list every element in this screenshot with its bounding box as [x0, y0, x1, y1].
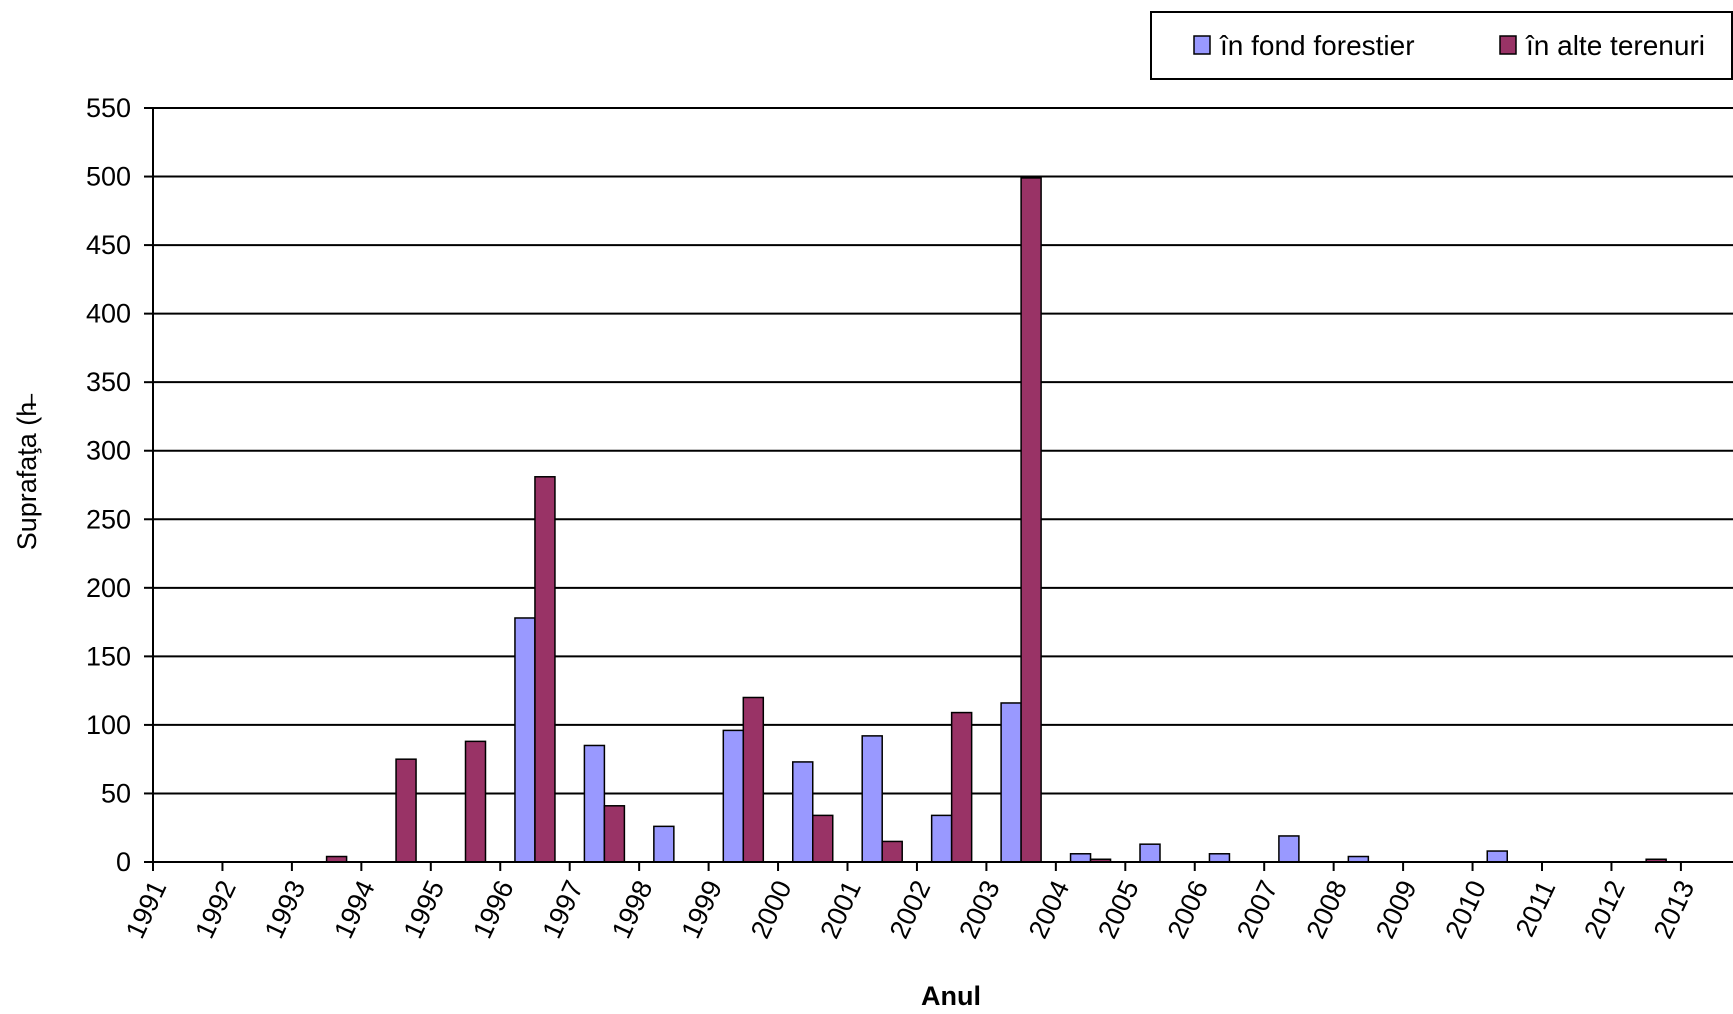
- bar-in-fond-forestier-1999: [722, 729, 745, 863]
- bar-in-alte-terenuri-1995: [464, 740, 487, 863]
- y-tick-label-50: 50: [101, 778, 131, 808]
- bar-in-fond-forestier-2004: [1069, 853, 1092, 863]
- y-tick-label-150: 150: [86, 641, 131, 671]
- legend: în fond forestier în alte terenuri: [1150, 11, 1733, 80]
- x-tick-label-2011: 2011: [1510, 876, 1562, 941]
- x-tick-label-1994: 1994: [328, 876, 381, 943]
- x-tick-label-2000: 2000: [745, 876, 798, 943]
- x-tick-label-1993: 1993: [259, 876, 312, 943]
- bar-in-fond-forestier-1996: [514, 617, 536, 863]
- x-tick-label-2008: 2008: [1301, 876, 1354, 943]
- y-tick-label-250: 250: [86, 504, 131, 534]
- x-tick-label-1995: 1995: [398, 876, 451, 943]
- x-tick-label-2001: 2001: [814, 876, 867, 943]
- bar-in-alte-terenuri-2002: [950, 711, 973, 863]
- x-tick-label-1997: 1997: [537, 876, 590, 943]
- legend-swatch-alte-terenuri: [1499, 35, 1517, 55]
- x-tick-label-1999: 1999: [675, 876, 728, 943]
- x-tick-label-1992: 1992: [189, 876, 242, 943]
- bar-in-fond-forestier-2003: [1000, 702, 1022, 863]
- y-tick-label-100: 100: [86, 710, 131, 740]
- legend-label-fond-forestier: în fond forestier: [1219, 30, 1415, 61]
- bar-in-alte-terenuri-1997: [603, 805, 626, 863]
- x-tick-label-2003: 2003: [953, 876, 1006, 943]
- legend-box: [1150, 11, 1733, 80]
- bar-in-alte-terenuri-2003: [1020, 177, 1042, 863]
- axes: [144, 107, 1733, 871]
- x-tick-label-1998: 1998: [606, 876, 659, 943]
- x-tick-label-2006: 2006: [1162, 876, 1215, 943]
- y-tick-label-450: 450: [86, 230, 131, 260]
- y-tick-label-350: 350: [86, 367, 131, 397]
- x-tick-label-1996: 1996: [467, 876, 520, 943]
- y-axis-title: Suprafaţa (h̶: [12, 394, 42, 551]
- bar-in-fond-forestier-2010: [1486, 850, 1508, 863]
- bar-in-fond-forestier-2006: [1208, 853, 1231, 863]
- x-tick-label-1991: 1991: [120, 876, 173, 943]
- y-tick-label-300: 300: [86, 436, 131, 466]
- y-tick-label-0: 0: [116, 847, 131, 877]
- legend-label-alte-terenuri: în alte terenuri: [1525, 30, 1705, 61]
- legend-swatch-fond-forestier: [1193, 35, 1211, 55]
- x-tick-label-2013: 2013: [1648, 876, 1701, 943]
- x-tick-label-2002: 2002: [884, 876, 937, 943]
- x-tick-label-2012: 2012: [1578, 876, 1631, 943]
- x-tick-label-2010: 2010: [1439, 876, 1492, 943]
- bar-in-fond-forestier-2001: [861, 735, 883, 863]
- bar-in-fond-forestier-2002: [930, 814, 953, 863]
- y-tick-label-550: 550: [86, 93, 131, 123]
- bar-in-alte-terenuri-2001: [881, 840, 903, 863]
- bar-in-fond-forestier-2000: [792, 761, 814, 863]
- bar-in-fond-forestier-2007: [1278, 835, 1300, 863]
- x-tick-label-2007: 2007: [1231, 876, 1284, 943]
- bar-in-fond-forestier-1997: [583, 744, 606, 863]
- bar-in-fond-forestier-1998: [653, 825, 675, 863]
- bar-in-alte-terenuri-1994: [395, 758, 417, 863]
- y-tick-label-400: 400: [86, 299, 131, 329]
- tick-labels: 0 50 100 150 200 250 300 350 400 450 500 550 1991 199…: [86, 93, 1700, 943]
- bar-in-alte-terenuri-1999: [742, 696, 765, 863]
- bar-in-alte-terenuri-1996: [534, 476, 556, 863]
- x-tick-label-2004: 2004: [1023, 876, 1076, 943]
- y-tick-label-500: 500: [86, 162, 131, 192]
- x-tick-label-2009: 2009: [1370, 876, 1423, 943]
- bar-in-fond-forestier-2005: [1139, 843, 1161, 863]
- grid-lines: [153, 107, 1733, 795]
- x-tick-label-2005: 2005: [1092, 876, 1145, 943]
- bar-in-alte-terenuri-2000: [812, 814, 834, 863]
- y-tick-label-200: 200: [86, 573, 131, 603]
- x-axis-title: Anul: [921, 981, 981, 1011]
